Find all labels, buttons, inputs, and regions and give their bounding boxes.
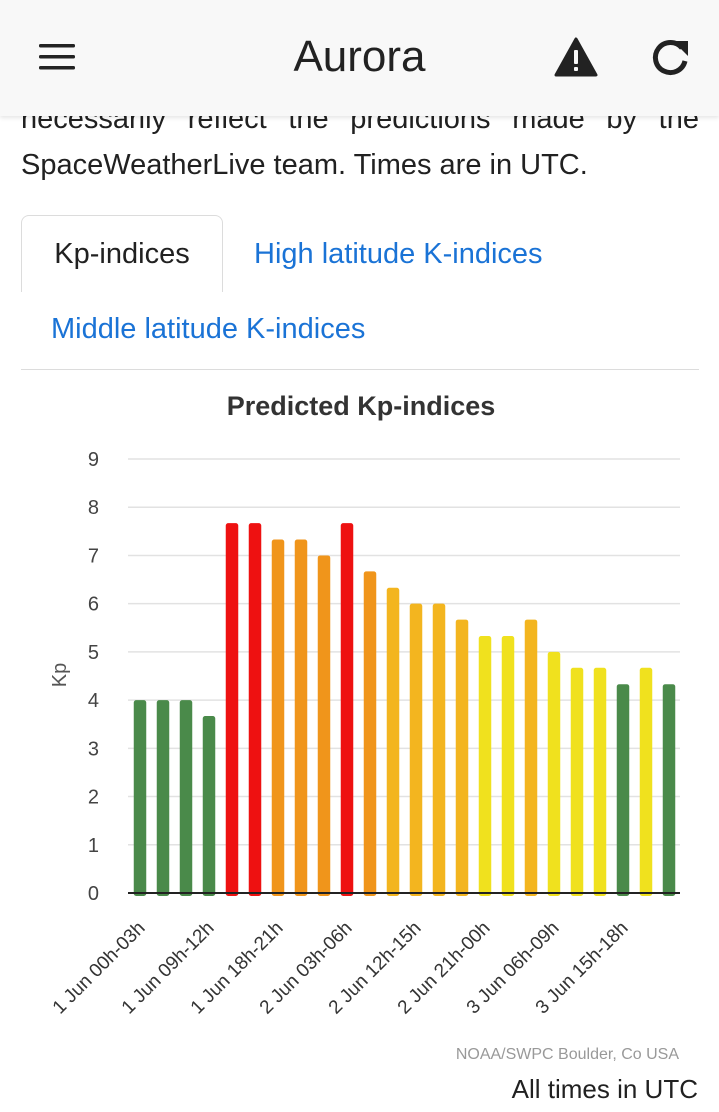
kp-bar[interactable] [524, 619, 538, 896]
kp-bar[interactable] [455, 619, 469, 896]
y-tick-label: 3 [88, 738, 99, 760]
kp-bar[interactable] [294, 539, 308, 896]
chart-title: Predicted Kp-indices [227, 391, 496, 421]
intro-text-line2: SpaceWeatherLive team. Times are in UTC. [21, 149, 588, 181]
kp-bar[interactable] [133, 700, 147, 896]
y-tick-label: 8 [88, 497, 99, 519]
kp-bar[interactable] [409, 603, 423, 896]
kp-bar[interactable] [547, 651, 561, 896]
app-title: Aurora [293, 32, 426, 81]
kp-forecast-chart: Predicted Kp-indices 0 1 2 3 4 5 6 7 8 9 Kp 1 Jun… [49, 391, 680, 1063]
tab-middle-latitude-k-indices[interactable]: Middle latitude K-indices [51, 313, 366, 345]
y-tick-label: 6 [88, 594, 99, 616]
menu-button[interactable] [30, 30, 84, 84]
tab-bar: Kp-indices High latitude K-indices Middl… [21, 215, 699, 370]
y-tick-label: 7 [88, 545, 99, 567]
kp-bar[interactable] [386, 587, 400, 896]
kp-bar[interactable] [478, 635, 492, 896]
y-tick-label: 9 [88, 449, 99, 471]
hamburger-menu-icon [39, 44, 75, 70]
kp-bar[interactable] [248, 523, 262, 896]
alerts-button[interactable] [548, 30, 604, 84]
y-tick-label: 1 [88, 835, 99, 857]
kp-bar[interactable] [340, 523, 354, 896]
y-tick-label: 5 [88, 642, 99, 664]
y-tick-label: 4 [88, 690, 99, 712]
kp-bar[interactable] [225, 523, 239, 896]
kp-bar[interactable] [432, 603, 446, 896]
kp-bar[interactable] [317, 555, 331, 896]
tab-high-latitude-k-indices[interactable]: High latitude K-indices [254, 238, 543, 270]
y-tick-label: 2 [88, 787, 99, 809]
tab-kp-indices[interactable]: Kp-indices [21, 215, 223, 292]
footer-note: All times in UTC [511, 1074, 698, 1104]
chart-credit: NOAA/SWPC Boulder, Co USA [456, 1046, 680, 1063]
kp-bar[interactable] [156, 700, 170, 896]
chart-grid [128, 458, 680, 846]
kp-bar[interactable] [179, 700, 193, 896]
warning-triangle-icon [554, 37, 598, 77]
kp-bar[interactable] [662, 684, 676, 896]
kp-bar[interactable] [202, 716, 216, 896]
y-axis-label: Kp [49, 663, 71, 687]
kp-bar[interactable] [271, 539, 285, 896]
kp-bar[interactable] [501, 635, 515, 896]
kp-bar[interactable] [639, 667, 653, 896]
app-bar: Aurora [0, 0, 719, 116]
y-tick-label: 0 [88, 883, 99, 905]
refresh-icon [652, 40, 688, 75]
refresh-button[interactable] [644, 30, 698, 84]
y-axis-ticks: 0 1 2 3 4 5 6 7 8 9 [88, 449, 99, 905]
kp-bar[interactable] [570, 667, 584, 896]
kp-bar[interactable] [593, 667, 607, 896]
kp-bar[interactable] [363, 571, 377, 896]
chart-bars [133, 523, 676, 896]
kp-bar[interactable] [616, 684, 630, 896]
